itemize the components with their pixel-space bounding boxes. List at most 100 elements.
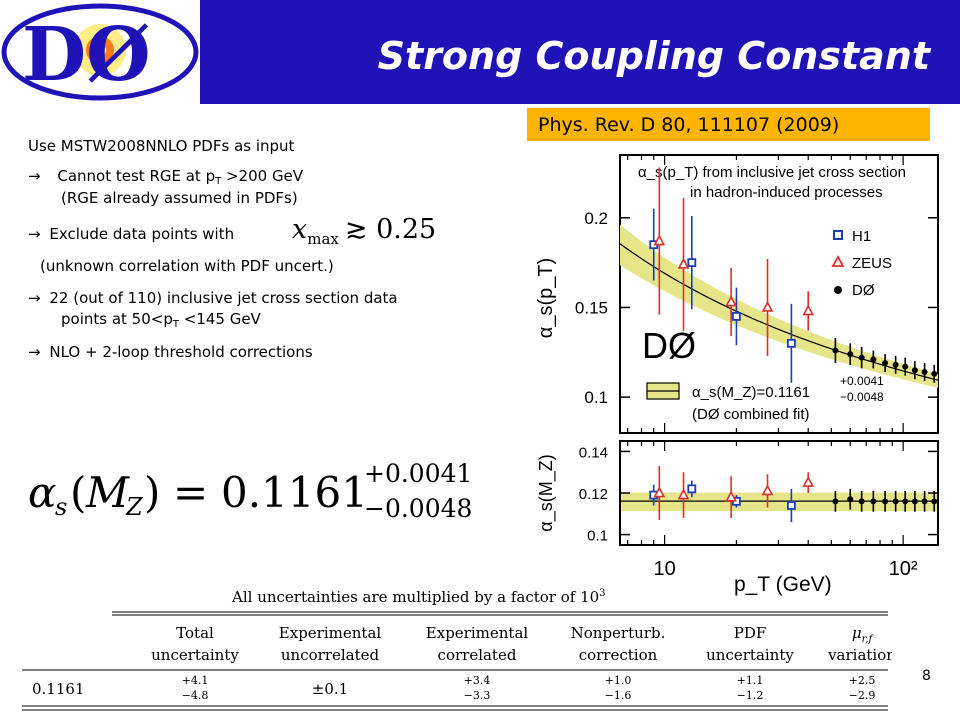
legend-d0-label: DØ [852, 282, 875, 299]
top-legend: H1 ZEUS DØ [831, 228, 892, 299]
data-point-d0 [921, 498, 928, 505]
logo-text: DØ [22, 12, 151, 98]
y-tick-label: 0.12 [579, 486, 608, 503]
data-point-d0 [902, 363, 909, 370]
data-point-d0 [847, 496, 854, 503]
alpha-s-result-equation: α s ( M Z ) = 0.1161 +0.0041 −0.0048 [28, 459, 472, 523]
x-tick-label: 10 [653, 558, 675, 580]
data-point-d0 [882, 498, 889, 505]
top-data-points [649, 167, 938, 383]
arrow-icon: → [28, 289, 41, 307]
uncertainty-band [621, 492, 937, 512]
citation-text: Phys. Rev. D 80, 111107 (2009) [538, 114, 840, 136]
bottom-x-ticks: 10 10² [627, 441, 918, 580]
table-header-line-2: uncertainty [151, 646, 239, 664]
eq-alpha-sub: s [55, 493, 67, 521]
table-header-line-2: variation [827, 646, 892, 664]
y-tick-label: 0.1 [584, 388, 608, 407]
legend-zeus-marker [831, 255, 845, 267]
table-header-line-2: correction [579, 646, 658, 664]
bottom-y-label: α_s(M_Z) [536, 454, 557, 531]
table-header-line-1: μr,f [852, 624, 875, 645]
table-header-line-1: Experimental [279, 624, 382, 642]
data-point-zeus [653, 486, 666, 498]
bottom-data-points [649, 465, 938, 523]
bullet-2-text: Exclude data points with [49, 225, 235, 243]
data-point-d0 [931, 370, 938, 377]
eq-mass-sub: Z [125, 493, 144, 521]
table-cell-minus: −4.8 [182, 689, 209, 702]
table-cell-minus: −3.3 [464, 689, 491, 702]
legend-h1-marker [833, 230, 843, 240]
data-point-h1 [687, 484, 697, 494]
data-point-d0 [892, 361, 899, 368]
top-y-label: α_s(p_T) [535, 258, 557, 338]
table-cell-plus: +1.1 [737, 674, 764, 687]
bullet-3: → 22 (out of 110) inclusive jet cross se… [28, 289, 398, 308]
data-point-d0 [882, 360, 889, 367]
data-point-d0 [911, 367, 918, 374]
data-point-d0 [847, 351, 854, 358]
bullet-1: → Cannot test RGE at pT >200 GeV [28, 167, 303, 191]
top-x-ticks [627, 155, 904, 433]
slide-title: Strong Coupling Constant [377, 34, 930, 78]
eq-paren-close: ) [144, 468, 160, 517]
data-point-zeus [761, 484, 774, 496]
table-header-line-2: uncertainty [706, 646, 794, 664]
eq-mass: M [85, 468, 130, 517]
table-row-label: 0.1161 [32, 680, 85, 698]
legend-zeus-label: ZEUS [852, 255, 892, 272]
alpha-s-plots: 0.1 0.15 0.2 α_s(p_T) from inclusive jet c… [535, 154, 939, 596]
data-point-zeus [677, 488, 690, 500]
table-caption: All uncertainties are multiplied by a fa… [231, 588, 606, 606]
band-legend-minus: −0.0048 [840, 390, 884, 404]
table-cell-plus: +3.4 [464, 674, 491, 687]
arrow-icon: → [28, 167, 41, 185]
data-point-d0 [832, 498, 839, 505]
data-point-zeus [761, 300, 774, 312]
data-point-d0 [921, 369, 928, 376]
table-header-line-1: Nonperturb. [571, 624, 666, 642]
band-legend-label: α_s(M_Z)=0.1161 [692, 384, 810, 401]
bullet-1-line-2: (RGE already assumed in PDFs) [61, 189, 298, 207]
data-point-d0 [870, 356, 877, 363]
bullet-2: → Exclude data points with [28, 225, 234, 244]
arrow-icon: → [28, 225, 41, 243]
band-legend: α_s(M_Z)=0.1161 +0.0041 −0.0048 (DØ comb… [646, 374, 884, 423]
page-number: 8 [922, 668, 931, 684]
y-tick-label: 0.1 [587, 528, 608, 545]
data-point-d0 [858, 498, 865, 505]
top-y-ticks: 0.1 0.15 0.2 [575, 209, 938, 407]
band-legend-plus: +0.0041 [840, 374, 884, 388]
band-legend-note: (DØ combined fit) [692, 406, 810, 423]
table-cell: ±0.1 [312, 680, 348, 698]
data-point-zeus [802, 475, 815, 487]
title-bar [200, 0, 960, 104]
data-point-d0 [911, 498, 918, 505]
bullet-4-text: NLO + 2-loop threshold corrections [49, 343, 313, 361]
table-cell-plus: +2.5 [849, 674, 876, 687]
eq-minus-error: −0.0048 [364, 494, 472, 523]
table-header-line-2: correlated [438, 646, 517, 664]
table-cell-minus: −2.9 [849, 689, 876, 702]
table-header-row: Total uncertainty Experimental uncorrelated… [151, 624, 892, 664]
data-point-d0 [892, 498, 899, 505]
table-cell-plus: +4.1 [182, 674, 209, 687]
table-header-line-1: PDF [734, 624, 767, 642]
eq-plus-error: +0.0041 [364, 459, 472, 488]
top-annotation-line-2: in hadron-induced processes [690, 184, 883, 201]
citation-box [527, 108, 930, 141]
data-point-d0 [902, 498, 909, 505]
uncertainty-table: All uncertainties are multiplied by a fa… [22, 588, 892, 711]
top-watermark: DØ [642, 325, 696, 366]
top-panel: 0.1 0.15 0.2 α_s(p_T) from inclusive jet c… [535, 154, 939, 434]
data-point-zeus [802, 304, 815, 316]
eq-value: 0.1161 [221, 468, 368, 517]
table-cell-minus: −1.6 [605, 689, 632, 702]
bottom-y-ticks: 0.1 0.12 0.14 [579, 444, 938, 545]
table-data-row: +4.1 −4.8 ±0.1 +3.4 −3.3 +1.0 −1.6 +1.1 −1.2 +2.5… [182, 674, 876, 702]
d0-logo-graphic: DØ [1, 3, 199, 101]
x-axis-label: p_T (GeV) [734, 573, 832, 596]
data-point-h1 [786, 338, 796, 348]
table-header-line-1: Total [176, 624, 214, 642]
